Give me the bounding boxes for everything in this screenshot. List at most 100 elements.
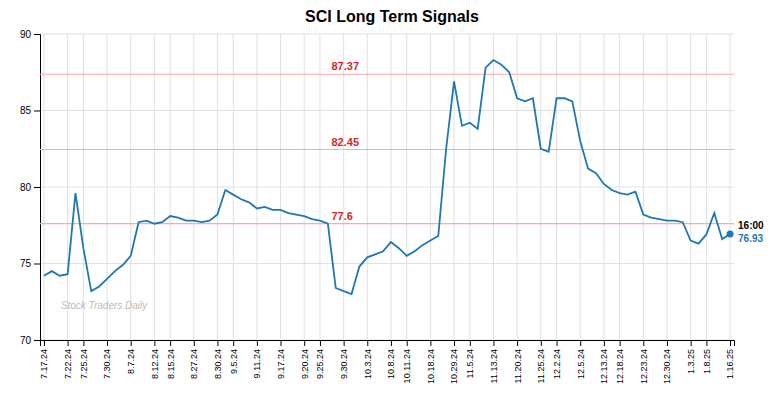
tick-label: 12.13.24 (599, 349, 609, 384)
reference-label: 82.45 (331, 136, 359, 148)
tick-label: 9.20.24 (300, 349, 310, 379)
grid-line-x (390, 34, 391, 340)
tick-mark (257, 340, 258, 346)
end-point (727, 230, 734, 237)
tick: 9.11.24 (252, 340, 262, 378)
grid-line-x (280, 34, 281, 340)
tick-mark (304, 340, 305, 346)
reference-line (40, 74, 734, 75)
grid-line-x (107, 34, 108, 340)
tick-label: 80 (20, 182, 32, 193)
tick: 12.2.24 (552, 340, 562, 379)
tick-mark (44, 340, 45, 346)
grid-line-x (367, 34, 368, 340)
grid-line-x (83, 34, 84, 340)
tick-mark (691, 340, 692, 346)
tick-mark (320, 340, 321, 346)
grid-line-x (67, 34, 68, 340)
tick-label: 7.25.24 (79, 349, 89, 379)
tick-mark (34, 187, 40, 188)
tick-mark (730, 340, 731, 346)
tick-label: 7.22.24 (63, 349, 73, 379)
end-value-label: 76.93 (738, 233, 763, 244)
x-axis: 7.17.247.22.247.25.247.30.248.7.248.12.2… (39, 340, 735, 384)
tick-label: 9.25.24 (315, 349, 325, 379)
grid-line-x (517, 34, 518, 340)
grid-line-x (580, 34, 581, 340)
tick-mark (107, 340, 108, 346)
tick-label: 10.3.24 (363, 349, 373, 379)
grid-line-x (619, 34, 620, 340)
marks (40, 60, 734, 294)
tick-mark (604, 340, 605, 346)
grid-line-x (193, 34, 194, 340)
tick: 12.23.24 (639, 340, 649, 384)
tick-label: 11.25.24 (536, 349, 546, 383)
tick-label: 70 (20, 335, 32, 346)
tick: 7.25.24 (79, 340, 89, 379)
grid-line-x (170, 34, 171, 340)
tick: 11.20.24 (513, 340, 523, 383)
tick-label: 10.8.24 (386, 349, 396, 379)
y-axis: 7075808590 (20, 29, 41, 346)
tick-mark (454, 340, 455, 346)
end-time-label: 16:00 (738, 220, 764, 231)
tick-mark (154, 340, 155, 346)
tick: 90 (20, 29, 40, 40)
tick-label: 90 (20, 29, 32, 40)
tick: 8.7.24 (126, 340, 136, 374)
tick: 10.18.24 (426, 340, 436, 384)
plot-area: 70758085907.17.247.22.247.25.247.30.248.… (20, 29, 764, 384)
tick-mark (430, 340, 431, 346)
grid-line-x (319, 34, 320, 340)
tick: 80 (20, 182, 40, 193)
tick-mark (170, 340, 171, 346)
tick-label: 1.3.25 (686, 349, 696, 374)
tick-label: 10.11.24 (402, 349, 412, 383)
grid-line-x (556, 34, 557, 340)
tick: 8.30.24 (213, 340, 223, 379)
chart-container: SCI Long Term Signals70758085907.17.247.… (0, 0, 784, 398)
grid-line-x (217, 34, 218, 340)
tick: 8.15.24 (166, 340, 176, 379)
tick-mark (233, 340, 234, 346)
grid-line-x (690, 34, 691, 340)
tick-mark (667, 340, 668, 346)
grid-line-x (154, 34, 155, 340)
tick-label: 9.17.24 (276, 349, 286, 379)
tick-mark (493, 340, 494, 346)
reference-label: 77.6 (331, 210, 352, 222)
tick-mark (83, 340, 84, 346)
grid-line-x (43, 34, 44, 340)
tick: 12.5.24 (576, 340, 586, 379)
grid-line-x (493, 34, 494, 340)
grid-line-x (406, 34, 407, 340)
tick-mark (194, 340, 195, 346)
tick: 8.27.24 (189, 340, 199, 379)
tick-mark (541, 340, 542, 346)
tick-mark (367, 340, 368, 346)
grid-line-y (40, 263, 734, 264)
grid-line-x (540, 34, 541, 340)
tick-mark (34, 34, 40, 35)
grid-line-x (469, 34, 470, 340)
tick-label: 12.2.24 (552, 349, 562, 379)
tick-label: 7.30.24 (102, 349, 112, 379)
tick-mark (407, 340, 408, 346)
grid-line-y (40, 34, 734, 35)
tick-label: 11.20.24 (513, 349, 523, 383)
tick: 75 (20, 258, 40, 269)
tick: 70 (20, 335, 40, 346)
tick: 1.8.25 (702, 340, 712, 374)
tick-label: 75 (20, 258, 32, 269)
grid-line-x (256, 34, 257, 340)
tick: 10.11.24 (402, 340, 412, 383)
tick: 8.12.24 (150, 340, 160, 379)
tick-label: 8.27.24 (189, 349, 199, 379)
tick-label: 10.18.24 (426, 349, 436, 384)
tick: 9.20.24 (300, 340, 310, 379)
grid-line-x (666, 34, 667, 340)
grid-line-x (706, 34, 707, 340)
tick-label: 8.12.24 (150, 349, 160, 379)
tick: 12.30.24 (662, 340, 672, 384)
